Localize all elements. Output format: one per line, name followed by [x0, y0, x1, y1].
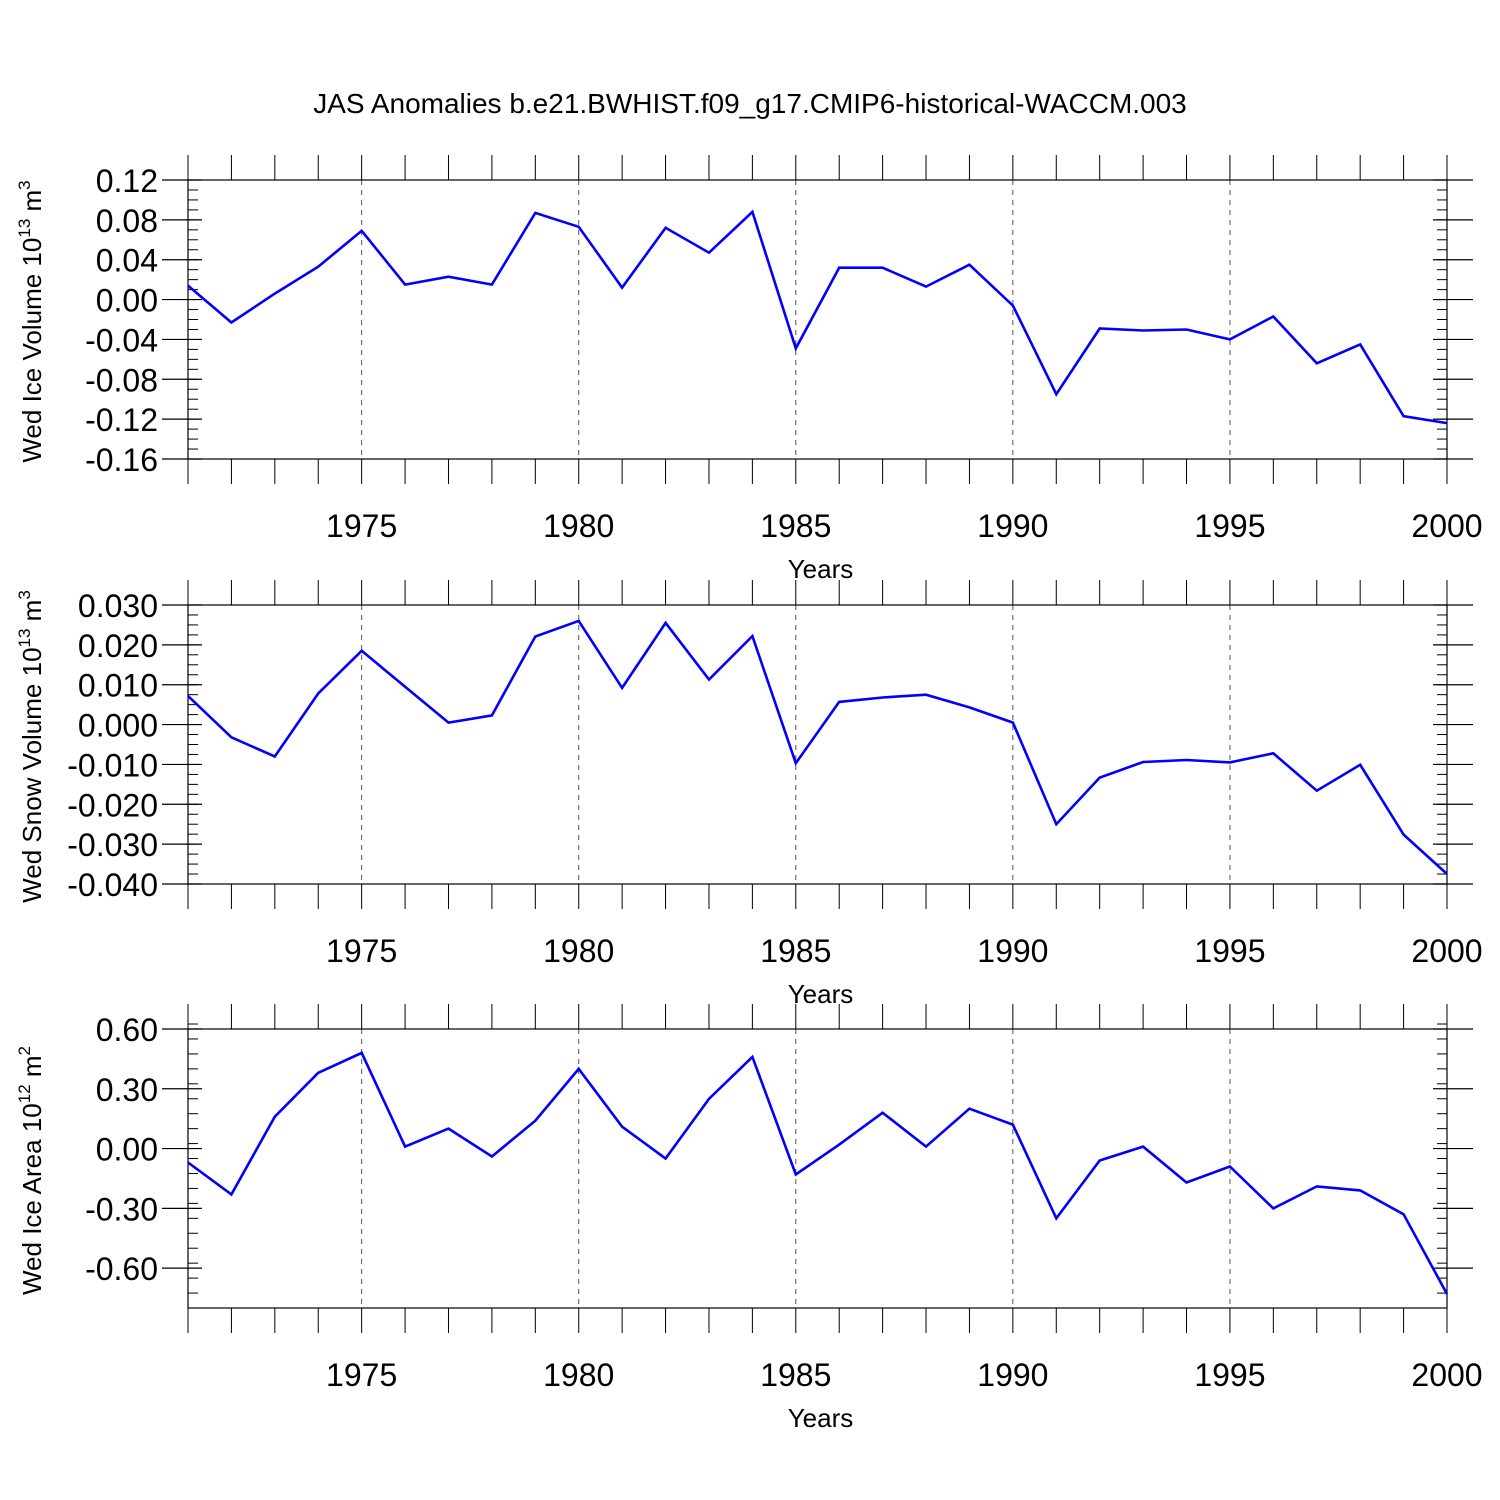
ice-volume-x-tick-label-1990: 1990: [977, 508, 1048, 544]
ice-area-y-tick-label: 0.00: [96, 1132, 158, 1168]
snow-volume-x-tick-label-1975: 1975: [326, 933, 397, 969]
snow-volume-y-tick-label: 0.000: [78, 708, 158, 744]
ice-area-x-tick-label-2000: 2000: [1411, 1357, 1482, 1393]
ice-volume-y-tick-label: -0.12: [85, 402, 158, 438]
ice-area-y-tick-label: -0.60: [85, 1251, 158, 1287]
ice-area-x-tick-label-1985: 1985: [760, 1357, 831, 1393]
ice-area-y-axis-label: Wed Ice Area 1012 m2: [15, 1046, 47, 1295]
ice-volume-y-tick-label: -0.08: [85, 362, 158, 398]
snow-volume-series-line: [187, 619, 1448, 875]
snow-volume-y-tick-label: 0.020: [78, 628, 158, 664]
ice-area-y-tick-label: 0.30: [96, 1072, 158, 1108]
ice-volume-x-tick-label-1975: 1975: [326, 508, 397, 544]
ice-area-panel: 0.60 0.30 0.00 -0.30 -0.60 1975 1980 1985 1990 19…: [15, 1004, 1483, 1433]
figure-title: JAS Anomalies b.e21.BWHIST.f09_g17.CMIP6…: [313, 88, 1187, 119]
snow-volume-y-tick-label: -0.030: [67, 827, 158, 863]
ice-area-y-tick-label: 0.60: [96, 1012, 158, 1048]
ice-volume-y-tick-label: -0.16: [85, 442, 158, 478]
snow-volume-y-axis-label: Wed Snow Volume 1013 m3: [15, 590, 47, 903]
ice-area-x-tick-label-1990: 1990: [977, 1357, 1048, 1393]
ice-volume-x-tick-label-1995: 1995: [1194, 508, 1265, 544]
snow-volume-y-tick-label: 0.010: [78, 668, 158, 704]
snow-volume-y-tick-label: -0.010: [67, 747, 158, 783]
snow-volume-x-axis-label: Years: [788, 979, 854, 1009]
snow-volume-y-tick-label: -0.040: [67, 867, 158, 903]
ice-area-x-tick-label-1980: 1980: [543, 1357, 614, 1393]
ice-volume-y-tick-label: 0.08: [96, 203, 158, 239]
snow-volume-x-tick-label-1995: 1995: [1194, 933, 1265, 969]
snow-volume-y-tick-label: 0.030: [78, 588, 158, 624]
ice-volume-y-axis-label: Wed Ice Volume 1013 m3: [15, 180, 47, 462]
ice-area-x-tick-label-1975: 1975: [326, 1357, 397, 1393]
snow-volume-x-tick-label-1990: 1990: [977, 933, 1048, 969]
ice-volume-x-tick-label-1985: 1985: [760, 508, 831, 544]
ice-volume-plot-frame: [187, 179, 1448, 460]
ice-volume-series-line: [187, 209, 1448, 425]
snow-volume-panel: 0.030 0.020 0.010 0.000-0.010 -0.020 -0.030 -0…: [15, 580, 1483, 1009]
snow-volume-x-tick-label-1985: 1985: [760, 933, 831, 969]
ice-volume-x-tick-label-1980: 1980: [543, 508, 614, 544]
snow-volume-x-tick-label-2000: 2000: [1411, 933, 1482, 969]
ice-area-y-tick-label: -0.30: [85, 1191, 158, 1227]
ice-volume-y-tick-label: 0.12: [96, 163, 158, 199]
ice-volume-panel: 0.12 0.08 0.04 0.00-0.04 -0.08 -0.12 -0.16 1975…: [15, 155, 1483, 584]
snow-volume-plot-frame: [187, 604, 1448, 885]
ice-area-x-axis-label: Years: [788, 1403, 854, 1433]
snow-volume-y-tick-label: -0.020: [67, 787, 158, 823]
ice-area-series-line: [187, 1051, 1449, 1295]
ice-volume-y-tick-label: -0.04: [85, 322, 158, 358]
ice-area-plot-frame: [187, 1028, 1448, 1309]
ice-area-x-tick-label-1995: 1995: [1194, 1357, 1265, 1393]
snow-volume-x-tick-label-1980: 1980: [543, 933, 614, 969]
ice-volume-x-axis-label: Years: [788, 554, 854, 584]
ice-volume-x-tick-label-2000: 2000: [1411, 508, 1482, 544]
ice-volume-y-tick-label: 0.04: [96, 243, 158, 279]
ice-volume-y-tick-label: 0.00: [96, 283, 158, 319]
